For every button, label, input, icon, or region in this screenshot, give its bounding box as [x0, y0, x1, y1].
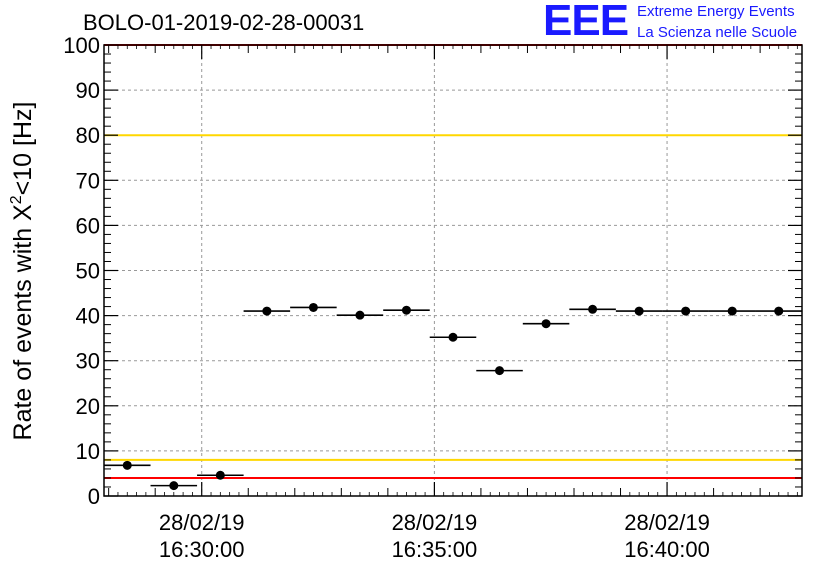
x-tick-label-date: 28/02/19	[624, 510, 710, 535]
y-tick-label: 10	[76, 439, 100, 464]
logo-subtitle: La Scienza nelle Scuole	[637, 24, 798, 41]
x-tick-label-time: 16:30:00	[159, 537, 245, 562]
data-point	[774, 306, 784, 316]
data-point	[308, 302, 318, 312]
data-point	[541, 319, 551, 329]
eee-logo-mark: EEE	[543, 0, 629, 45]
y-tick-label: 70	[76, 168, 100, 193]
data-point	[355, 310, 365, 320]
y-tick-label: 60	[76, 213, 100, 238]
chart-title: BOLO-01-2019-02-28-00031	[83, 10, 364, 35]
y-tick-label: 20	[76, 394, 100, 419]
data-point	[681, 306, 691, 316]
x-tick-label-time: 16:40:00	[624, 537, 710, 562]
data-point	[215, 470, 225, 480]
data-point	[169, 481, 179, 491]
data-point	[401, 305, 411, 315]
y-tick-label: 50	[76, 259, 100, 284]
y-tick-label: 40	[76, 304, 100, 329]
y-tick-label: 80	[76, 123, 100, 148]
y-tick-label: 100	[63, 33, 100, 58]
y-tick-label: 90	[76, 78, 100, 103]
x-axis: 28/02/1916:30:0028/02/1916:35:0028/02/19…	[108, 45, 798, 562]
grid-lines	[104, 45, 802, 496]
data-point	[727, 306, 737, 316]
data-point	[634, 306, 644, 316]
data-point	[262, 306, 272, 316]
reference-lines	[104, 44, 802, 479]
x-tick-label-time: 16:35:00	[392, 537, 478, 562]
data-point	[122, 460, 132, 470]
data-point	[495, 366, 505, 376]
y-axis-label: Rate of events with X2<10 [Hz]	[8, 102, 37, 441]
x-tick-label-date: 28/02/19	[392, 510, 478, 535]
y-tick-label: 0	[88, 484, 100, 509]
y-axis: 0 10 20 30 40 50 60 70 80 90 100	[63, 33, 802, 509]
x-tick-label-date: 28/02/19	[159, 510, 245, 535]
data-points	[104, 302, 802, 491]
y-tick-label: 30	[76, 349, 100, 374]
data-point	[588, 304, 598, 314]
data-point	[448, 332, 458, 342]
logo-title: Extreme Energy Events	[637, 3, 795, 20]
